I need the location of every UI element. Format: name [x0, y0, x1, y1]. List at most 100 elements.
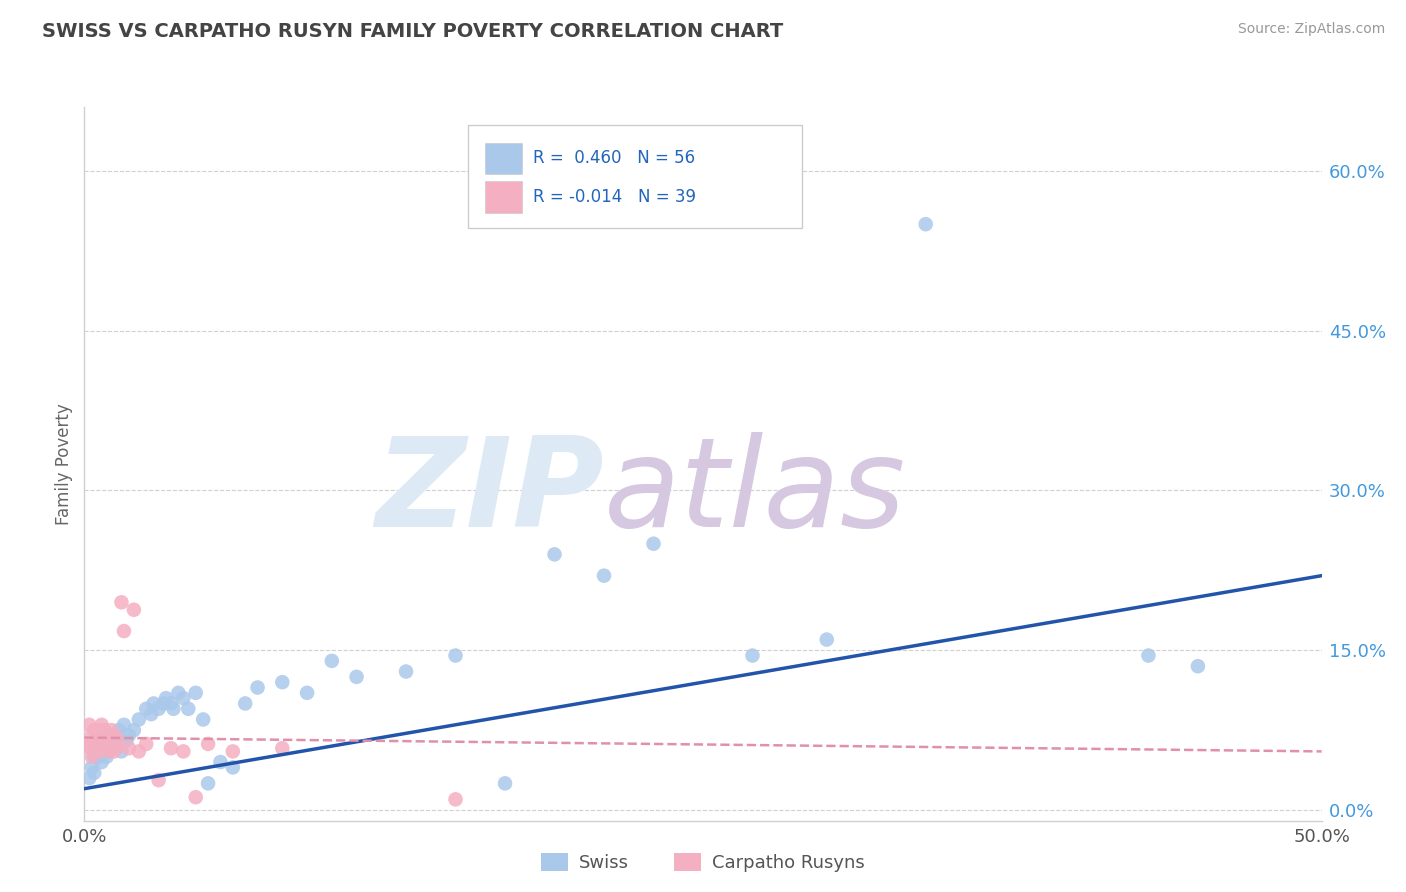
Point — [593, 568, 616, 582]
Point — [142, 697, 165, 711]
FancyBboxPatch shape — [485, 181, 523, 212]
Point — [90, 731, 112, 745]
Point — [76, 739, 98, 753]
Point — [83, 765, 105, 780]
Point — [118, 728, 141, 742]
Point — [122, 723, 145, 738]
Text: atlas: atlas — [605, 432, 905, 553]
Point — [83, 723, 105, 738]
Point — [135, 702, 157, 716]
Point — [89, 749, 111, 764]
Point — [172, 691, 194, 706]
Point — [96, 741, 118, 756]
Point — [103, 733, 125, 747]
Point — [815, 632, 838, 647]
Point — [100, 723, 122, 738]
Point — [395, 665, 418, 679]
Point — [122, 603, 145, 617]
Point — [209, 755, 232, 769]
Point — [98, 728, 121, 742]
Point — [103, 744, 125, 758]
Point — [86, 741, 108, 756]
Point — [90, 718, 112, 732]
Point — [346, 670, 368, 684]
Point — [741, 648, 763, 663]
Point — [112, 624, 135, 638]
Point — [162, 702, 184, 716]
Y-axis label: Family Poverty: Family Poverty — [55, 403, 73, 524]
Point — [135, 737, 157, 751]
Point — [79, 718, 101, 732]
Point — [80, 728, 103, 742]
Point — [108, 723, 131, 738]
Point — [96, 749, 118, 764]
Point — [89, 723, 111, 738]
Point — [160, 741, 183, 756]
Point — [321, 654, 343, 668]
Point — [83, 749, 105, 764]
Point — [93, 737, 115, 751]
Point — [96, 726, 118, 740]
Point — [222, 744, 245, 758]
Point — [172, 744, 194, 758]
Point — [914, 217, 936, 231]
Text: ZIP: ZIP — [375, 432, 605, 553]
Point — [222, 760, 245, 774]
Point — [246, 681, 269, 695]
Point — [444, 648, 467, 663]
Point — [103, 739, 125, 753]
Point — [100, 739, 122, 753]
Point — [197, 776, 219, 790]
Point — [108, 739, 131, 753]
Point — [90, 733, 112, 747]
Point — [643, 537, 665, 551]
Point — [86, 733, 108, 747]
Point — [128, 713, 150, 727]
Point — [233, 697, 256, 711]
FancyBboxPatch shape — [485, 143, 523, 174]
Point — [83, 744, 105, 758]
Text: Source: ZipAtlas.com: Source: ZipAtlas.com — [1237, 22, 1385, 37]
Point — [118, 741, 141, 756]
Point — [271, 741, 294, 756]
Point — [89, 744, 111, 758]
Point — [115, 733, 138, 747]
Legend: Swiss, Carpatho Rusyns: Swiss, Carpatho Rusyns — [534, 846, 872, 880]
Point — [86, 739, 108, 753]
Point — [444, 792, 467, 806]
Point — [141, 707, 163, 722]
Point — [98, 733, 121, 747]
Point — [184, 686, 207, 700]
Text: SWISS VS CARPATHO RUSYN FAMILY POVERTY CORRELATION CHART: SWISS VS CARPATHO RUSYN FAMILY POVERTY C… — [42, 22, 783, 41]
Point — [271, 675, 294, 690]
Point — [494, 776, 516, 790]
Point — [197, 737, 219, 751]
Point — [80, 749, 103, 764]
Point — [105, 731, 128, 745]
Point — [148, 773, 170, 788]
Point — [177, 702, 200, 716]
Point — [100, 733, 122, 747]
Point — [110, 744, 132, 758]
Point — [93, 739, 115, 753]
Point — [543, 547, 565, 561]
Point — [98, 744, 121, 758]
Point — [155, 691, 177, 706]
Point — [79, 771, 101, 785]
Point — [1187, 659, 1209, 673]
Point — [160, 697, 183, 711]
Point — [112, 718, 135, 732]
Point — [110, 595, 132, 609]
Text: R = -0.014   N = 39: R = -0.014 N = 39 — [533, 188, 696, 206]
Point — [148, 702, 170, 716]
Point — [184, 790, 207, 805]
Point — [128, 744, 150, 758]
Point — [191, 713, 214, 727]
Point — [90, 755, 112, 769]
FancyBboxPatch shape — [468, 125, 801, 228]
Point — [105, 728, 128, 742]
Point — [86, 744, 108, 758]
Point — [80, 760, 103, 774]
Point — [93, 723, 115, 738]
Point — [79, 739, 101, 753]
